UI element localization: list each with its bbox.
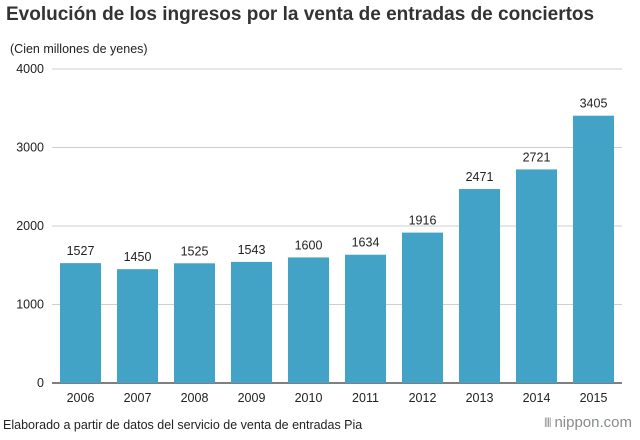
y-tick-label: 3000 [16,141,44,155]
y-tick-labels: 0 1000 2000 3000 4000 [16,62,44,390]
logo-suffix: com [603,414,632,431]
x-tick-label-2011: 2011 [352,391,379,405]
bars [59,115,615,384]
x-tick-label-2015: 2015 [580,391,608,405]
y-tick-label: 1000 [16,298,44,312]
x-tick-label-2007: 2007 [124,391,152,405]
data-label-2008: 1525 [181,244,209,258]
y-tick-label: 4000 [16,62,44,76]
y-tick-label: 2000 [16,219,44,233]
logo-mark-icon: |||| [544,417,551,428]
y-axis-label: (Cien millones de yenes) [10,42,148,56]
bar-2006 [59,263,102,383]
chart-title: Evolución de los ingresos por la venta d… [6,4,595,25]
data-label-2006: 1527 [67,244,95,258]
logo-dot: . [599,414,604,431]
x-tick-label-2006: 2006 [67,391,95,405]
bar-2008 [173,263,216,383]
logo-name: nippon [554,414,600,431]
x-tick-label-2008: 2008 [181,391,209,405]
data-label-2009: 1543 [238,243,266,257]
data-label-2012: 1916 [409,214,437,228]
data-label-2011: 1634 [352,236,380,250]
data-label-2013: 2471 [466,170,494,184]
bar-2015 [572,115,615,384]
y-tick-label: 0 [37,376,44,390]
bar-2011 [344,254,387,383]
x-tick-label-2009: 2009 [238,391,266,405]
x-tick-label-2014: 2014 [523,391,551,405]
nippon-logo[interactable]: |||| nippon.com [544,414,632,431]
bar-2010 [287,257,330,383]
source-note: Elaborado a partir de datos del servicio… [3,418,363,432]
x-tick-label-2012: 2012 [409,391,437,405]
x-tick-label-2010: 2010 [295,391,323,405]
bar-2009 [230,261,273,383]
data-label-2015: 3405 [580,97,608,111]
bar-chart: 0 1000 2000 3000 4000 1527 1450 1525 1543 1600 16… [16,62,622,405]
data-label-2007: 1450 [124,250,152,264]
bar-2012 [401,232,444,383]
data-labels: 1527 1450 1525 1543 1600 1634 1916 2471 2721 3405 [67,97,608,264]
bar-2007 [116,269,159,383]
data-label-2010: 1600 [295,238,323,252]
x-tick-labels: 2006 2007 2008 2009 2010 2011 2012 2013 2014 2015 [67,391,608,405]
bar-2014 [515,169,558,383]
bar-2013 [458,189,501,383]
data-label-2014: 2721 [523,150,551,164]
x-tick-label-2013: 2013 [466,391,494,405]
